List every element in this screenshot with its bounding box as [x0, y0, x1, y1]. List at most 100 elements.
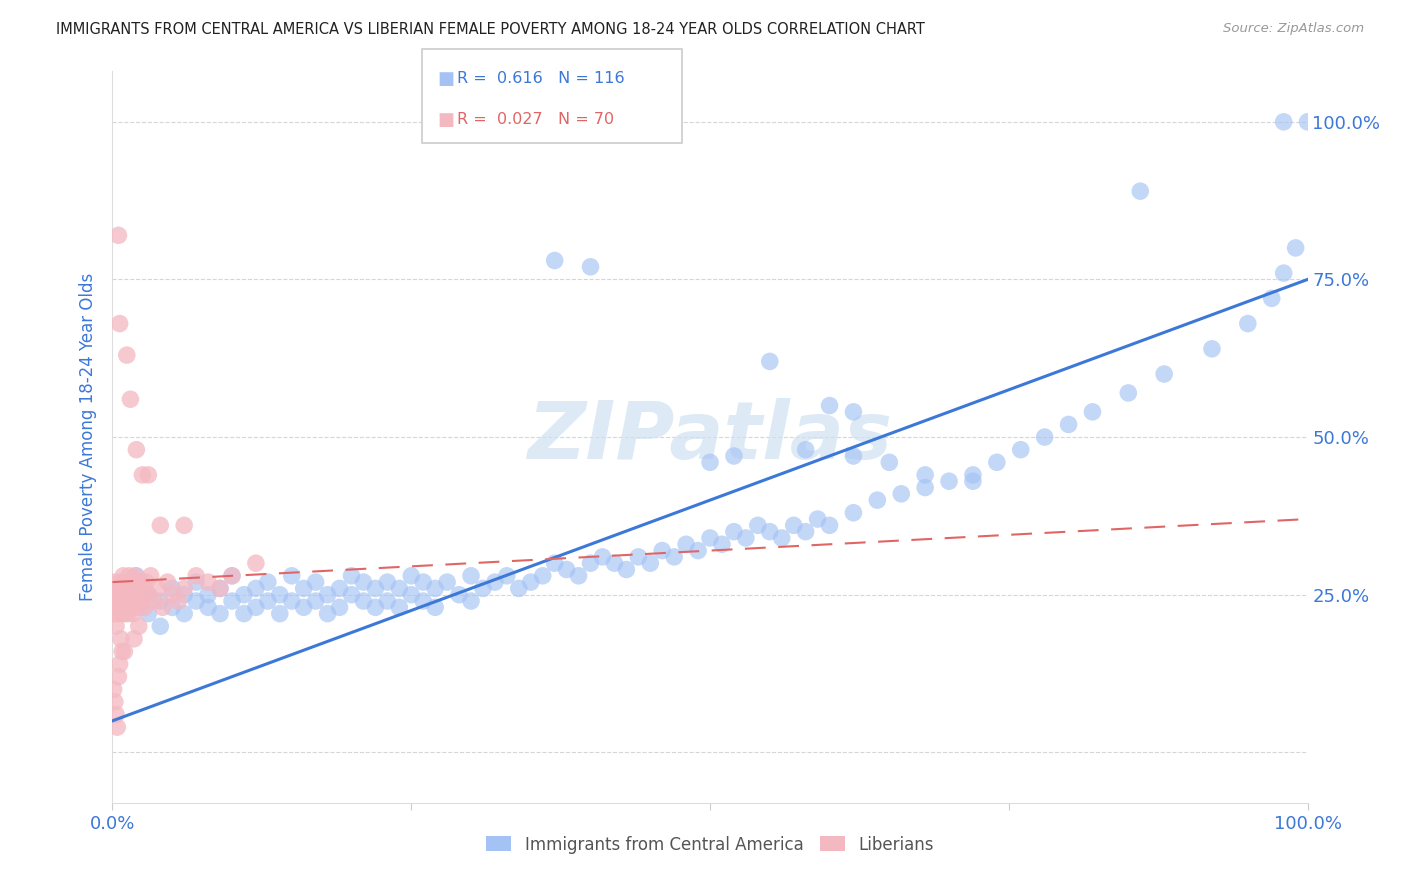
Point [173, 518, 195, 533]
Point [1057, 417, 1080, 432]
Point [352, 575, 374, 590]
Point [879, 455, 901, 469]
Point [770, 531, 793, 545]
Point [186, 569, 208, 583]
Point [104, 607, 127, 621]
Point [412, 594, 434, 608]
Point [364, 582, 387, 596]
Point [794, 524, 817, 539]
Point [108, 317, 131, 331]
Point [186, 575, 208, 590]
Point [257, 575, 280, 590]
Point [197, 575, 219, 590]
Point [1237, 317, 1260, 331]
Point [818, 399, 841, 413]
Text: R =  0.027   N = 70: R = 0.027 N = 70 [457, 112, 614, 128]
Point [388, 582, 411, 596]
Point [1129, 184, 1152, 198]
Point [104, 588, 127, 602]
Point [173, 582, 195, 596]
Point [305, 575, 328, 590]
Point [460, 569, 482, 583]
Point [616, 562, 638, 576]
Point [484, 575, 506, 590]
Point [114, 644, 135, 658]
Point [221, 569, 243, 583]
Point [269, 588, 291, 602]
Point [1272, 115, 1295, 129]
Point [221, 594, 243, 608]
Point [520, 575, 543, 590]
Text: Source: ZipAtlas.com: Source: ZipAtlas.com [1223, 22, 1364, 36]
Point [124, 569, 146, 583]
Point [531, 569, 554, 583]
Point [167, 594, 190, 608]
Point [245, 600, 267, 615]
Point [108, 575, 131, 590]
Point [627, 549, 650, 564]
Point [269, 607, 291, 621]
Point [794, 442, 817, 457]
Point [121, 607, 143, 621]
Point [747, 518, 769, 533]
Point [675, 537, 697, 551]
Point [162, 600, 183, 615]
Point [352, 594, 374, 608]
Point [401, 569, 423, 583]
Point [377, 594, 399, 608]
Point [105, 582, 128, 596]
Point [914, 481, 936, 495]
Point [107, 588, 129, 602]
Point [125, 569, 148, 583]
Point [1033, 430, 1056, 444]
Point [1296, 115, 1319, 129]
Point [112, 569, 135, 583]
Text: ZIPatlas: ZIPatlas [527, 398, 893, 476]
Point [134, 600, 156, 615]
Text: IMMIGRANTS FROM CENTRAL AMERICA VS LIBERIAN FEMALE POVERTY AMONG 18-24 YEAR OLDS: IMMIGRANTS FROM CENTRAL AMERICA VS LIBER… [56, 22, 925, 37]
Point [105, 594, 128, 608]
Point [329, 582, 352, 596]
Point [209, 582, 232, 596]
Point [866, 493, 889, 508]
Point [472, 582, 495, 596]
Point [388, 600, 411, 615]
Point [555, 562, 578, 576]
Legend: Immigrants from Central America, Liberians: Immigrants from Central America, Liberia… [479, 829, 941, 860]
Point [412, 575, 434, 590]
Text: ■: ■ [437, 70, 454, 88]
Point [340, 588, 363, 602]
Point [281, 594, 304, 608]
Point [425, 582, 447, 596]
Point [107, 228, 129, 243]
Point [890, 487, 912, 501]
Point [305, 594, 328, 608]
Point [128, 619, 150, 633]
Point [131, 467, 153, 482]
Point [281, 569, 304, 583]
Point [152, 600, 174, 615]
Point [114, 607, 135, 621]
Point [131, 594, 153, 608]
Point [117, 588, 139, 602]
Point [460, 594, 482, 608]
Point [651, 543, 673, 558]
Point [735, 531, 758, 545]
Point [138, 467, 160, 482]
Point [245, 556, 267, 570]
Point [118, 569, 141, 583]
Point [723, 524, 745, 539]
Point [579, 260, 602, 274]
Point [292, 600, 315, 615]
Point [103, 682, 125, 697]
Point [292, 582, 315, 596]
Point [543, 556, 565, 570]
Point [364, 600, 387, 615]
Point [149, 619, 172, 633]
Point [125, 442, 148, 457]
Point [699, 455, 721, 469]
Point [120, 392, 142, 407]
Point [1201, 342, 1223, 356]
Point [377, 575, 399, 590]
Point [914, 467, 936, 482]
